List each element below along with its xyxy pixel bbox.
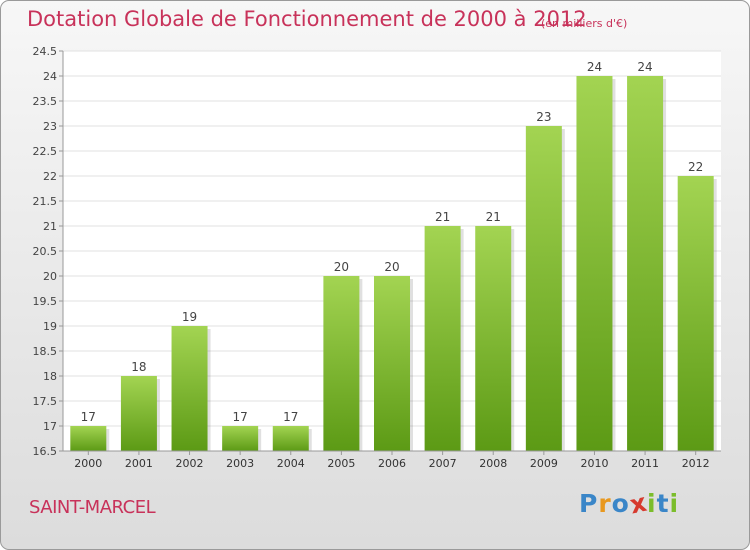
x-tick-label: 2009 [530,457,558,470]
x-tick-label: 2003 [226,457,254,470]
x-tick-label: 2010 [580,457,608,470]
y-tick-label: 18.5 [33,345,58,358]
chart-title: Dotation Globale de Fonctionnement de 20… [27,7,587,31]
y-tick-label: 18 [43,370,57,383]
y-tick-label: 21.5 [33,195,58,208]
logo-letter: o [611,489,630,518]
bar-value-label: 17 [283,410,298,424]
y-tick-label: 17.5 [33,395,58,408]
y-tick-label: 19 [43,320,57,333]
y-tick-label: 24 [43,70,57,83]
bar [627,76,664,451]
y-tick-label: 20 [43,270,57,283]
bar [222,426,259,451]
bar [323,276,360,451]
bar [120,376,157,451]
bar-value-label: 24 [637,60,652,74]
x-tick-label: 2007 [429,457,457,470]
y-tick-label: 23 [43,120,57,133]
y-tick-label: 23.5 [33,95,58,108]
x-tick-label: 2012 [682,457,710,470]
place-name: SAINT-MARCEL [29,497,156,518]
bar [525,126,562,451]
chart-subtitle: (en milliers d'€) [541,17,628,30]
x-tick-label: 2000 [74,457,102,470]
proxiti-logo: Proxiti [579,488,680,520]
x-tick-label: 2004 [277,457,305,470]
logo-letter: r [598,489,612,518]
bar-value-label: 17 [233,410,248,424]
y-tick-label: 21 [43,220,57,233]
bar [677,176,714,451]
bar-value-label: 19 [182,310,197,324]
y-tick-label: 16.5 [33,445,58,458]
bar-value-label: 23 [536,110,551,124]
y-tick-label: 20.5 [33,245,58,258]
x-tick-label: 2008 [479,457,507,470]
bar [70,426,107,451]
bar-value-label: 20 [334,260,349,274]
bar [576,76,613,451]
x-tick-label: 2006 [378,457,406,470]
y-tick-label: 22 [43,170,57,183]
x-tick-label: 2011 [631,457,659,470]
bar-value-label: 18 [131,360,146,374]
x-tick-label: 2001 [125,457,153,470]
bar-value-label: 20 [384,260,399,274]
bar [475,226,512,451]
y-tick-label: 19.5 [33,295,58,308]
y-tick-label: 24.5 [33,45,58,58]
bar [171,326,208,451]
logo-letter: i [669,489,680,518]
logo-letter: i [647,489,657,518]
bar [272,426,309,451]
bar [424,226,461,451]
bar-value-label: 22 [688,160,703,174]
bar-value-label: 17 [81,410,96,424]
y-tick-label: 22.5 [33,145,58,158]
bar [374,276,410,451]
x-tick-label: 2005 [327,457,355,470]
y-tick-label: 17 [43,420,57,433]
logo-letter: t [656,489,670,518]
bar-value-label: 21 [435,210,450,224]
bar-value-label: 21 [486,210,501,224]
x-tick-label: 2002 [176,457,204,470]
logo-letter: P [579,489,599,518]
bar-value-label: 24 [587,60,602,74]
